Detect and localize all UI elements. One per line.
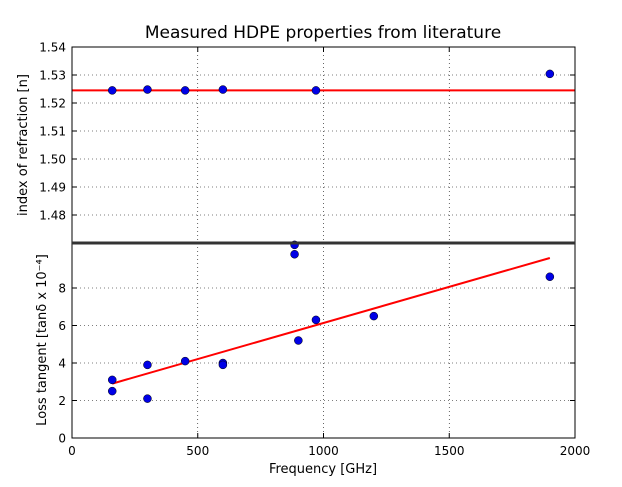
bottom-y-tick-label: 8 xyxy=(58,282,66,296)
x-tick-label: 0 xyxy=(68,444,76,458)
top-panel: 1.48 1.49 1.50 1.51 1.52 1.53 1.54 index of re… xyxy=(16,41,576,244)
bottom-y-axis-label: Loss tangent [tanδ x 10⁻⁴] xyxy=(35,254,50,426)
bottom-data-point xyxy=(294,336,303,345)
top-y-tick-label: 1.53 xyxy=(39,69,66,83)
top-y-tick-label: 1.49 xyxy=(39,181,66,195)
x-axis-label: Frequency [GHz] xyxy=(269,462,377,477)
top-y-tick-label: 1.52 xyxy=(39,97,66,111)
bottom-y-tick-label: 2 xyxy=(58,394,66,408)
top-data-points xyxy=(107,69,555,95)
top-y-tick-labels: 1.48 1.49 1.50 1.51 1.52 1.53 1.54 xyxy=(39,41,66,223)
x-tick-labels: 0 500 1000 1500 2000 xyxy=(68,444,590,458)
bottom-data-point xyxy=(180,356,190,366)
bottom-data-point xyxy=(369,311,379,321)
bottom-data-point xyxy=(545,272,555,281)
x-tick-label: 500 xyxy=(186,444,209,458)
bottom-data-point xyxy=(107,386,117,396)
top-data-point xyxy=(143,85,152,94)
top-plot-area xyxy=(72,47,575,243)
bottom-y-tick-label: 0 xyxy=(58,432,66,446)
bottom-data-point xyxy=(218,360,228,370)
top-y-tick-label: 1.54 xyxy=(39,41,66,55)
bottom-data-point xyxy=(290,250,299,259)
bottom-data-point xyxy=(143,394,152,403)
x-tick-label: 1500 xyxy=(434,444,465,458)
top-y-tick-label: 1.48 xyxy=(39,209,66,223)
top-data-point xyxy=(218,85,228,94)
x-tick-label: 1000 xyxy=(308,444,339,458)
bottom-data-point xyxy=(107,375,117,385)
top-data-point xyxy=(107,86,117,95)
bottom-y-tick-label: 6 xyxy=(58,319,66,333)
bottom-panel: 0 2 4 6 8 0 500 1000 1500 2000 Loss tangent [tan… xyxy=(35,240,590,477)
bottom-y-tick-labels: 0 2 4 6 8 xyxy=(58,282,66,446)
top-data-point xyxy=(311,86,321,95)
bottom-data-point xyxy=(143,360,152,370)
top-y-axis-label: index of refraction [n] xyxy=(16,74,31,216)
top-y-tick-label: 1.51 xyxy=(39,125,66,139)
top-data-point xyxy=(180,86,190,95)
top-y-tick-label: 1.50 xyxy=(39,153,66,167)
bottom-data-points xyxy=(107,240,555,403)
bottom-y-tick-label: 4 xyxy=(58,357,66,371)
bottom-data-point xyxy=(311,315,321,325)
x-tick-label: 2000 xyxy=(560,444,591,458)
top-data-point xyxy=(545,69,555,79)
chart-title: Measured HDPE properties from literature xyxy=(145,23,501,43)
